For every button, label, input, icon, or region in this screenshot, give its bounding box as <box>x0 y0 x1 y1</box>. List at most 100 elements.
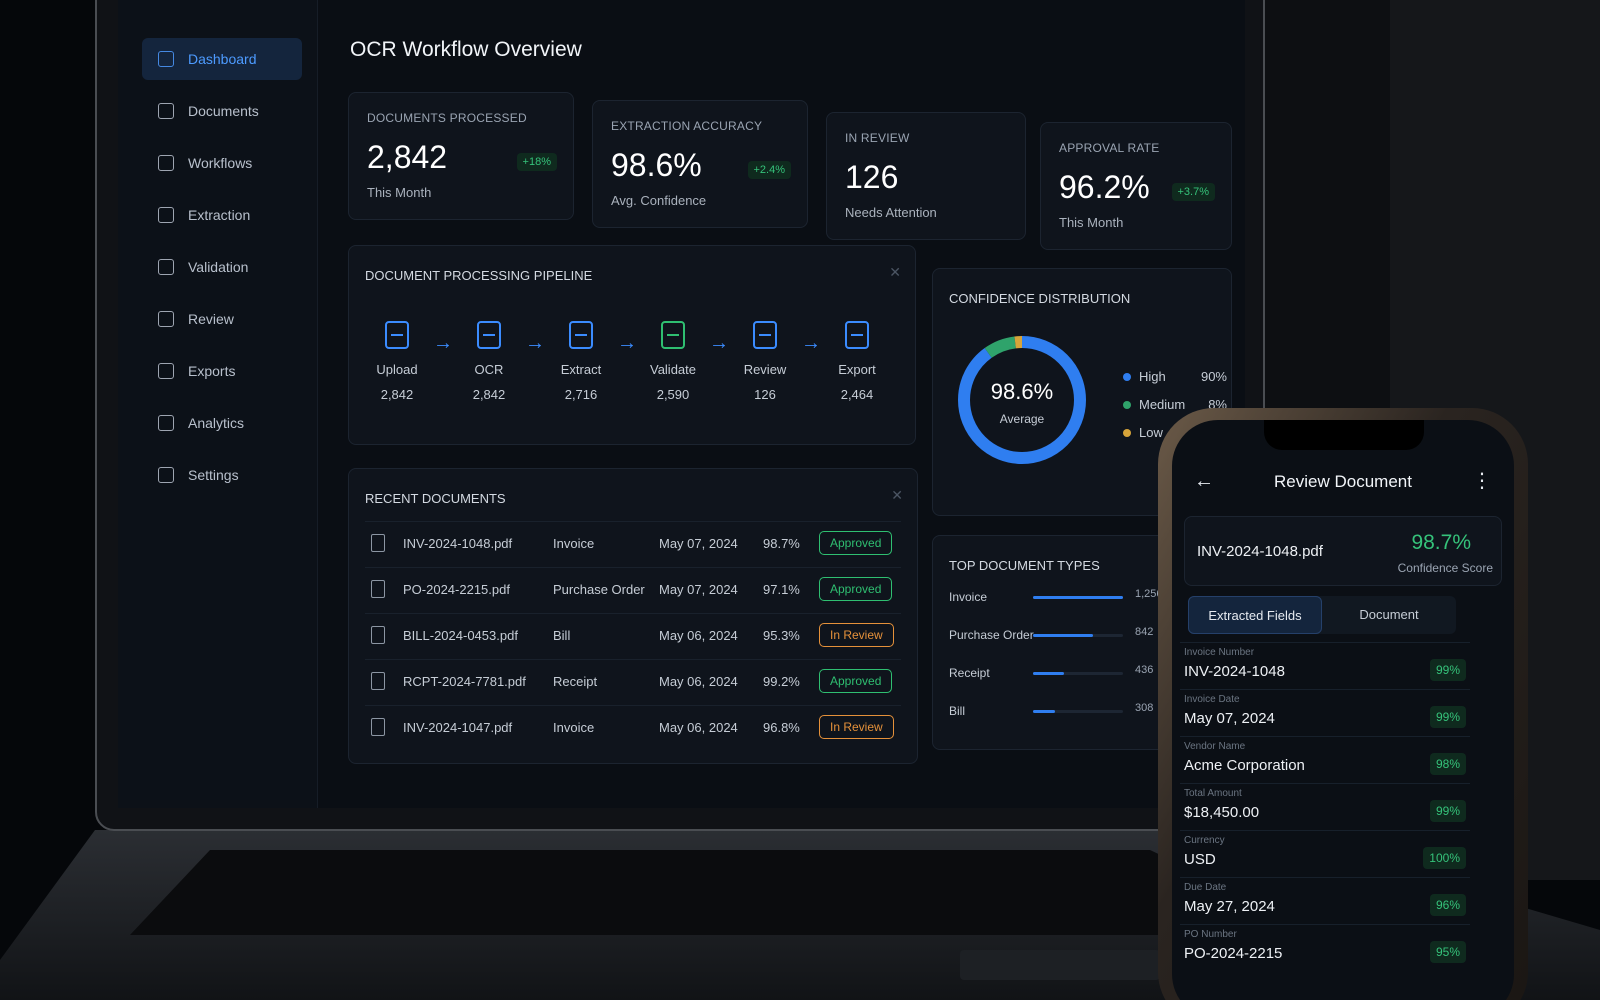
pipeline-card: DOCUMENT PROCESSING PIPELINE ✕ Upload 2,8… <box>348 245 916 445</box>
nav-icon <box>158 259 174 275</box>
kpi-card: APPROVAL RATE 96.2% This Month +3.7% <box>1040 122 1232 250</box>
kpi-card: IN REVIEW 126 Needs Attention <box>826 112 1026 240</box>
field: PO Number PO-2024-2215 95% <box>1180 924 1470 971</box>
recent-documents-card: RECENT DOCUMENTS ✕ INV-2024-1048.pdf Invo… <box>348 468 918 764</box>
field-label: Due Date <box>1184 882 1227 893</box>
file-icon <box>371 672 385 690</box>
document-row[interactable]: INV-2024-1047.pdf Invoice May 06, 2024 96.8… <box>365 705 901 749</box>
step-count: 2,842 <box>472 387 506 402</box>
doc-type: Invoice <box>553 720 595 735</box>
file-icon <box>371 534 385 552</box>
step-icon <box>661 321 685 349</box>
tab[interactable]: Extracted Fields <box>1188 596 1322 634</box>
score-value: 98.7% <box>1411 531 1471 554</box>
nav-item[interactable]: Workflows <box>142 142 302 184</box>
icon-shape <box>385 321 409 349</box>
nav-label: Dashboard <box>188 51 257 67</box>
type-row: Bill 308 <box>949 702 1189 722</box>
nav-item[interactable]: Review <box>142 298 302 340</box>
type-name: Purchase Order <box>949 628 1034 642</box>
kpi-sub: Needs Attention <box>845 205 937 220</box>
kpi-delta: +3.7% <box>1171 183 1215 201</box>
nav-item[interactable]: Dashboard <box>142 38 302 80</box>
card-title: TOP DOCUMENT TYPES <box>949 558 1100 573</box>
nav-label: Extraction <box>188 207 251 223</box>
file-name: INV-2024-1048.pdf <box>1197 543 1323 560</box>
kpi-label: EXTRACTION ACCURACY <box>611 119 763 133</box>
field: Invoice Number INV-2024-1048 99% <box>1180 642 1470 689</box>
donut: 98.6% Average <box>958 336 1086 464</box>
field-value: Acme Corporation <box>1184 757 1305 774</box>
status-pill: Approved <box>819 669 893 693</box>
nav-item[interactable]: Settings <box>142 454 302 496</box>
nav-icon <box>158 155 174 171</box>
step-label: Validate <box>649 362 696 377</box>
step-arrow: → <box>433 332 453 354</box>
doc-name: INV-2024-1047.pdf <box>403 720 513 735</box>
doc-date: May 06, 2024 <box>659 628 738 643</box>
document-row[interactable]: INV-2024-1048.pdf Invoice May 07, 2024 98.7… <box>365 521 901 565</box>
step-label: OCR <box>474 362 504 377</box>
bar <box>1033 710 1056 713</box>
kpi-label: APPROVAL RATE <box>1059 141 1160 155</box>
pipeline-step: OCR 2,842 <box>449 318 529 402</box>
field-label: Invoice Date <box>1184 694 1240 705</box>
nav-icon <box>158 363 174 379</box>
back-button[interactable]: ← <box>1194 470 1214 492</box>
nav-icon <box>158 51 174 67</box>
nav-item[interactable]: Validation <box>142 246 302 288</box>
field-value: May 27, 2024 <box>1184 898 1275 915</box>
document-row[interactable]: PO-2024-2215.pdf Purchase Order May 07, 20… <box>365 567 901 611</box>
icon-shape <box>753 321 777 349</box>
status-pill: Approved <box>819 531 893 555</box>
step-icon <box>385 321 409 349</box>
nav-item[interactable]: Extraction <box>142 194 302 236</box>
field: Vendor Name Acme Corporation 98% <box>1180 736 1470 783</box>
field-value: PO-2024-2215 <box>1184 945 1283 962</box>
doc-type: Bill <box>553 628 571 643</box>
close-button[interactable]: ✕ <box>889 264 901 280</box>
nav-icon <box>158 311 174 327</box>
kpi-delta: +2.4% <box>747 161 791 179</box>
document-row[interactable]: RCPT-2024-7781.pdf Receipt May 06, 2024 99.… <box>365 659 901 703</box>
kpi-sub: Avg. Confidence <box>611 193 707 208</box>
file-icon <box>371 718 385 736</box>
kpi-label: IN REVIEW <box>845 131 910 145</box>
nav-item[interactable]: Exports <box>142 350 302 392</box>
file-icon <box>371 626 385 644</box>
nav-label: Review <box>188 311 234 327</box>
card-title: CONFIDENCE DISTRIBUTION <box>949 291 1131 306</box>
document-row[interactable]: BILL-2024-0453.pdf Bill May 06, 2024 95.3% I… <box>365 613 901 657</box>
bar <box>1033 634 1094 637</box>
nav-item[interactable]: Analytics <box>142 402 302 444</box>
tab[interactable]: Document <box>1359 607 1419 622</box>
doc-confidence: 95.3% <box>763 628 800 643</box>
laptop-screen: Dashboard Documents Workflows Extraction Val… <box>118 0 1245 808</box>
close-button[interactable]: ✕ <box>891 487 903 503</box>
nav-label: Analytics <box>188 415 245 431</box>
field: Currency USD 100% <box>1180 830 1470 877</box>
field-confidence: 99% <box>1429 800 1466 822</box>
legend-item: High 90% <box>1123 369 1233 384</box>
kpi-label: DOCUMENTS PROCESSED <box>367 111 527 125</box>
doc-name: PO-2024-2215.pdf <box>403 582 510 597</box>
kpi-value: 98.6% <box>611 147 702 183</box>
field-confidence: 99% <box>1429 706 1466 728</box>
legend-name: Medium <box>1139 397 1186 412</box>
doc-name: INV-2024-1048.pdf <box>403 536 513 551</box>
menu-button[interactable]: ⋮ <box>1472 470 1492 492</box>
step-count: 2,716 <box>564 387 598 402</box>
legend-dot <box>1123 373 1131 381</box>
step-icon <box>753 321 777 349</box>
bar-track <box>1033 672 1123 675</box>
icon-shape <box>569 321 593 349</box>
page-title: OCR Workflow Overview <box>350 38 582 61</box>
step-icon <box>477 321 501 349</box>
field-label: Currency <box>1184 835 1225 846</box>
field-label: Vendor Name <box>1184 741 1246 752</box>
nav-item[interactable]: Documents <box>142 90 302 132</box>
pipeline-step: Review 126 <box>725 318 805 402</box>
